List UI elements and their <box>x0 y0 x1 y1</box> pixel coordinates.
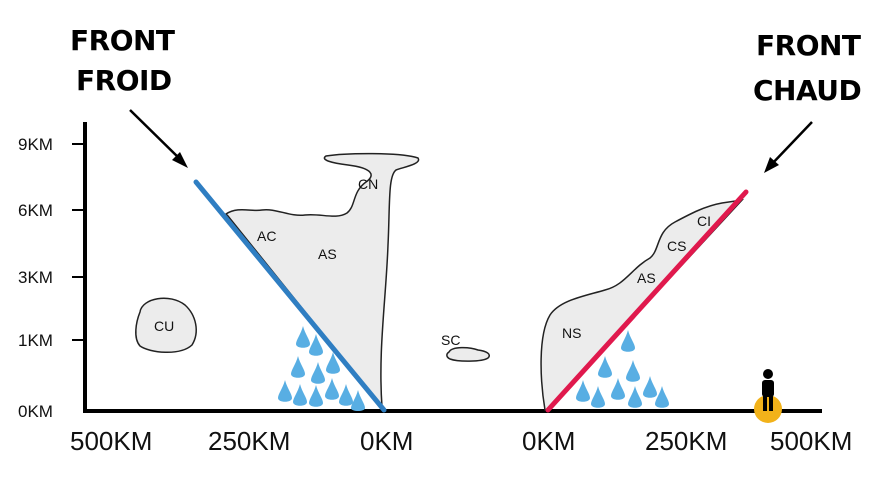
x-tick-label: 500KM <box>70 426 152 456</box>
sun-icon <box>754 395 782 423</box>
cloud-label: CI <box>697 213 711 229</box>
cold-front-line <box>193 179 387 413</box>
raindrop-icon <box>326 352 340 374</box>
cloud-label: SC <box>441 332 460 348</box>
y-tick-label: 6KM <box>18 201 53 220</box>
raindrop-icon <box>628 386 642 408</box>
x-tick-label: 250KM <box>208 426 290 456</box>
raindrop-icon <box>598 356 612 378</box>
raindrop-icon <box>309 385 323 407</box>
front-chaud-title: CHAUD <box>753 74 861 107</box>
cold-rain <box>278 326 365 411</box>
stratocumulus-cloud <box>446 346 490 362</box>
cloud-label: AC <box>257 228 276 244</box>
raindrop-icon <box>311 362 325 384</box>
front-froid-title: FRONT <box>70 24 175 57</box>
cloud-label: NS <box>562 325 581 341</box>
y-tick-label: 1KM <box>18 331 53 350</box>
raindrop-icon <box>576 380 590 402</box>
raindrop-icon <box>293 384 307 406</box>
raindrop-icon <box>278 380 292 402</box>
x-tick-label: 250KM <box>645 426 727 456</box>
front-froid-title: FROID <box>76 64 172 97</box>
warm-rain <box>576 330 669 408</box>
person-icon <box>762 369 774 411</box>
y-ticks <box>72 143 85 341</box>
x-tick-label: 0KM <box>522 426 575 456</box>
cloud-label: CU <box>154 318 174 334</box>
cumulus-cloud <box>135 297 197 353</box>
raindrop-icon <box>591 386 605 408</box>
raindrop-icon <box>325 378 339 400</box>
x-tick-label: 0KM <box>360 426 413 456</box>
front-chaud-arrow <box>764 121 813 173</box>
y-tick-label: 9KM <box>18 135 53 154</box>
raindrop-icon <box>655 386 669 408</box>
raindrop-icon <box>611 378 625 400</box>
x-tick-label: 500KM <box>770 426 852 456</box>
warm-front-line <box>545 189 749 413</box>
raindrop-icon <box>296 326 310 348</box>
y-tick-label: 3KM <box>18 268 53 287</box>
cloud-label: CN <box>358 176 378 192</box>
cloud-label: AS <box>318 246 337 262</box>
front-chaud-title: FRONT <box>756 29 861 62</box>
front-froid-arrow <box>129 109 188 168</box>
cold-front-cloud <box>224 152 420 411</box>
raindrop-icon <box>291 356 305 378</box>
cloud-label: AS <box>637 270 656 286</box>
raindrop-icon <box>626 360 640 382</box>
cloud-label: CS <box>667 238 686 254</box>
raindrop-icon <box>643 376 657 398</box>
raindrop-icon <box>621 330 635 352</box>
raindrop-icon <box>309 334 323 356</box>
raindrop-icon <box>339 384 353 406</box>
y-tick-label: 0KM <box>18 402 53 421</box>
raindrop-icon <box>351 390 365 411</box>
